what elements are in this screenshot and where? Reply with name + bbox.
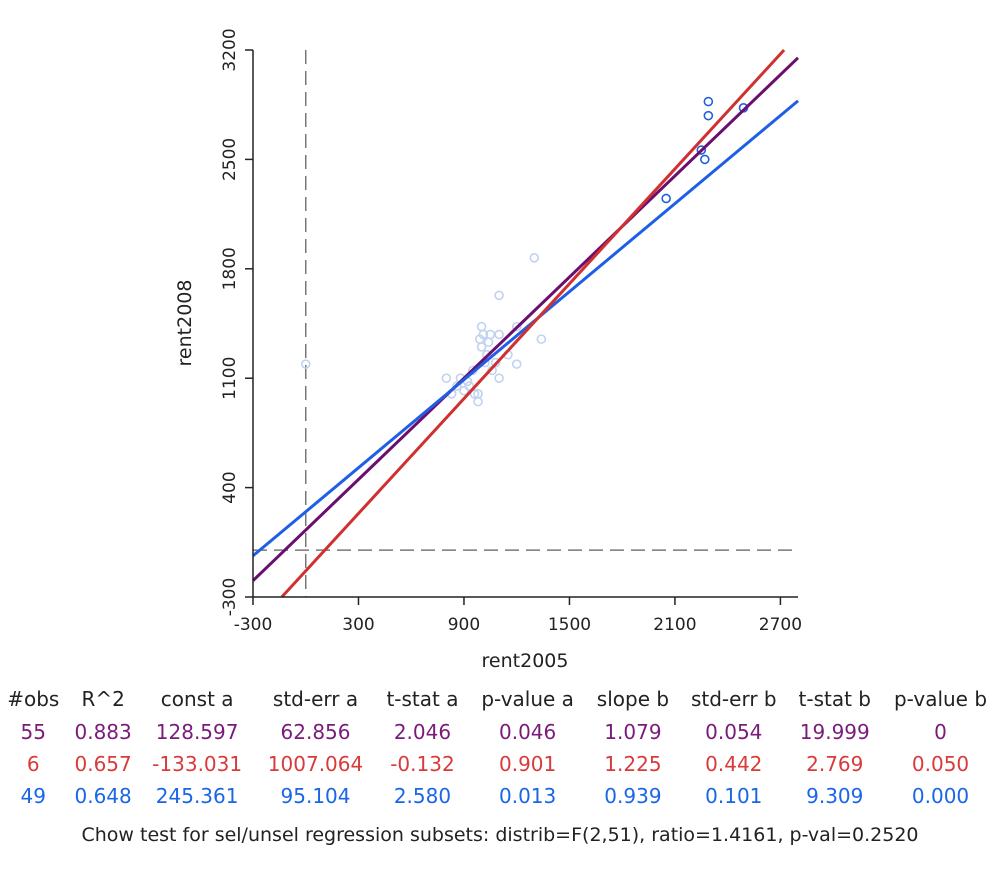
stats-cell: 245.361 <box>155 784 239 808</box>
regression-lines <box>251 48 800 599</box>
unselected-point <box>478 329 489 340</box>
unselected-point <box>464 381 475 391</box>
y-tick-label: -300 <box>220 578 240 617</box>
x-tick-label: 2100 <box>653 615 696 635</box>
data-points <box>300 96 749 407</box>
stats-header-cell: p-value b <box>893 687 988 711</box>
stats-header-cell: slope b <box>596 687 670 711</box>
selected-point <box>661 193 671 204</box>
stats-row: 55 0.883 128.597 62.856 2.046 0.046 1.079 0.054… <box>0 716 1000 748</box>
stats-cell: 1007.064 <box>267 752 364 776</box>
unselected-point <box>300 359 311 369</box>
unselected-point <box>494 290 504 301</box>
stats-cell: 0.000 <box>911 784 970 808</box>
stats-cell: 6 <box>26 752 40 776</box>
stats-cell: 55 <box>20 720 46 744</box>
stats-cell: 128.597 <box>155 720 239 744</box>
stats-cell: 0.883 <box>74 720 132 744</box>
selected-point <box>696 145 707 155</box>
unselected-point <box>441 373 452 384</box>
regression-stats-table: #obs R^2 const a std-err a t-stat a p-value a… <box>0 682 1000 812</box>
unselected-point <box>452 381 462 391</box>
stats-cell: 0.046 <box>498 720 557 744</box>
stats-cell: 0.648 <box>74 784 132 808</box>
stats-header-cell: p-value a <box>481 687 574 711</box>
y-tick-label: 400 <box>220 471 240 503</box>
stats-cell: 2.046 <box>393 720 452 744</box>
unselected-point <box>511 321 522 332</box>
y-axis-label: rent2008 <box>174 280 196 367</box>
unselected-point <box>476 321 487 332</box>
stats-cell: 0 <box>934 720 947 744</box>
stats-header-cell: t-stat b <box>798 687 871 711</box>
unselected-point <box>536 334 547 344</box>
stats-cell: 1.079 <box>604 720 662 744</box>
unselected-point <box>473 396 483 407</box>
unselected-point <box>490 357 501 368</box>
stats-cell: 0.101 <box>705 784 763 808</box>
stats-header-cell: const a <box>160 687 234 711</box>
reference-lines <box>253 50 798 597</box>
x-tick-label: 1500 <box>548 615 591 635</box>
axes: -300 300 900 1500 2100 2700 -300 400 1100 1800 250… <box>220 28 802 635</box>
x-tick-label: -300 <box>234 615 273 635</box>
unselected-point <box>483 337 494 348</box>
regression-line-1 <box>251 56 800 582</box>
stats-cell: 19.999 <box>799 720 870 744</box>
unselected-point <box>494 329 504 340</box>
stats-cell: 0.054 <box>705 720 763 744</box>
stats-cell: 0.013 <box>498 784 557 808</box>
stats-cell: 0.657 <box>74 752 132 776</box>
regression-line-2 <box>252 99 799 557</box>
chow-test-text: Chow test for sel/unsel regression subse… <box>81 824 919 846</box>
stats-cell: 9.309 <box>806 784 864 808</box>
stats-cell: 1.225 <box>604 752 662 776</box>
unselected-point <box>511 359 522 369</box>
stats-header-cell: t-stat a <box>386 687 459 711</box>
stats-cell: 0.939 <box>604 784 662 808</box>
stats-header-cell: std-err a <box>272 687 359 711</box>
y-tick-label: 1800 <box>220 247 240 290</box>
stats-cell: 0.901 <box>498 752 557 776</box>
stats-row: 49 0.648 245.361 95.104 2.580 0.013 0.939 0.101… <box>0 780 1000 812</box>
stats-cell: 2.769 <box>806 752 864 776</box>
stats-header-row: #obs R^2 const a std-err a t-stat a p-value a… <box>0 682 1000 716</box>
stats-cell: 0.050 <box>911 752 970 776</box>
unselected-point <box>529 253 540 263</box>
unselected-point <box>459 385 469 396</box>
stats-cell: 62.856 <box>280 720 351 744</box>
stats-cell: -0.132 <box>390 752 455 776</box>
stats-cell: 49 <box>20 784 46 808</box>
stats-cell: -133.031 <box>152 752 243 776</box>
regression-line-3 <box>280 48 786 599</box>
unselected-point <box>469 389 480 399</box>
y-tick-label: 1100 <box>220 357 240 400</box>
selected-point <box>703 110 714 121</box>
stats-cell: 2.580 <box>393 784 452 808</box>
stats-header-cell: std-err b <box>690 687 777 711</box>
unselected-point <box>494 373 504 384</box>
selected-point <box>700 154 710 165</box>
stats-cell: 95.104 <box>280 784 351 808</box>
stats-header-cell: R^2 <box>81 687 125 711</box>
selected-point <box>703 96 714 107</box>
stats-cell: 0.442 <box>705 752 763 776</box>
stats-header-cell: #obs <box>7 687 60 711</box>
unselected-point <box>476 342 487 352</box>
scatter-chart: -300 300 900 1500 2100 2700 -300 400 1100 1800 250… <box>174 28 802 672</box>
x-tick-label: 900 <box>448 615 480 635</box>
x-tick-label: 2700 <box>759 615 802 635</box>
stats-row: 6 0.657 -133.031 1007.064 -0.132 0.901 1.225 0.… <box>0 748 1000 780</box>
x-axis-label: rent2005 <box>482 650 569 672</box>
y-tick-label: 2500 <box>220 138 240 181</box>
x-tick-label: 300 <box>342 615 374 635</box>
y-tick-label: 3200 <box>220 28 240 71</box>
